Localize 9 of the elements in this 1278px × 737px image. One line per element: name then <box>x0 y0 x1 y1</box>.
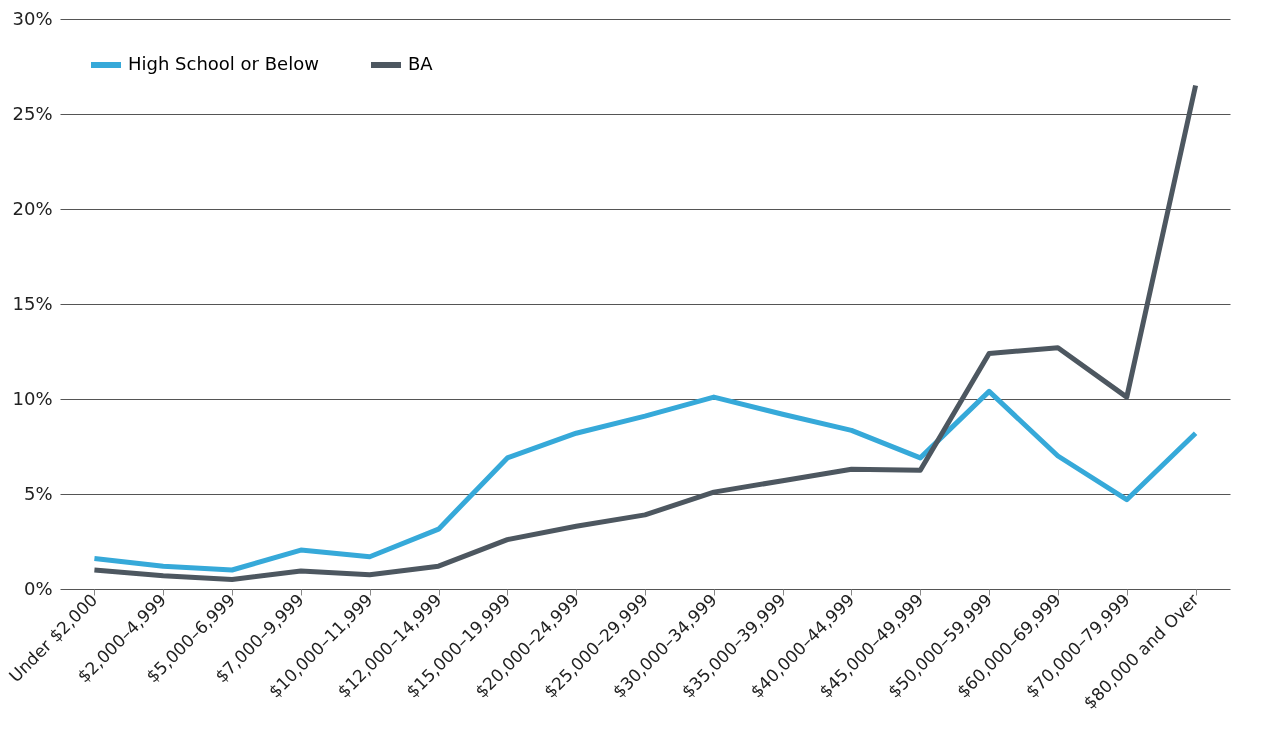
legend-label: High School or Below <box>128 53 319 74</box>
y-tick-label: 0% <box>23 577 53 599</box>
y-tick-label: 15% <box>12 292 53 314</box>
y-tick-label: 20% <box>12 197 53 219</box>
y-tick-label: 10% <box>12 387 53 409</box>
y-tick-label: 5% <box>23 482 53 504</box>
y-tick-label: 25% <box>12 102 53 124</box>
y-tick-label: 30% <box>12 7 53 29</box>
legend-label: BA <box>408 53 434 74</box>
